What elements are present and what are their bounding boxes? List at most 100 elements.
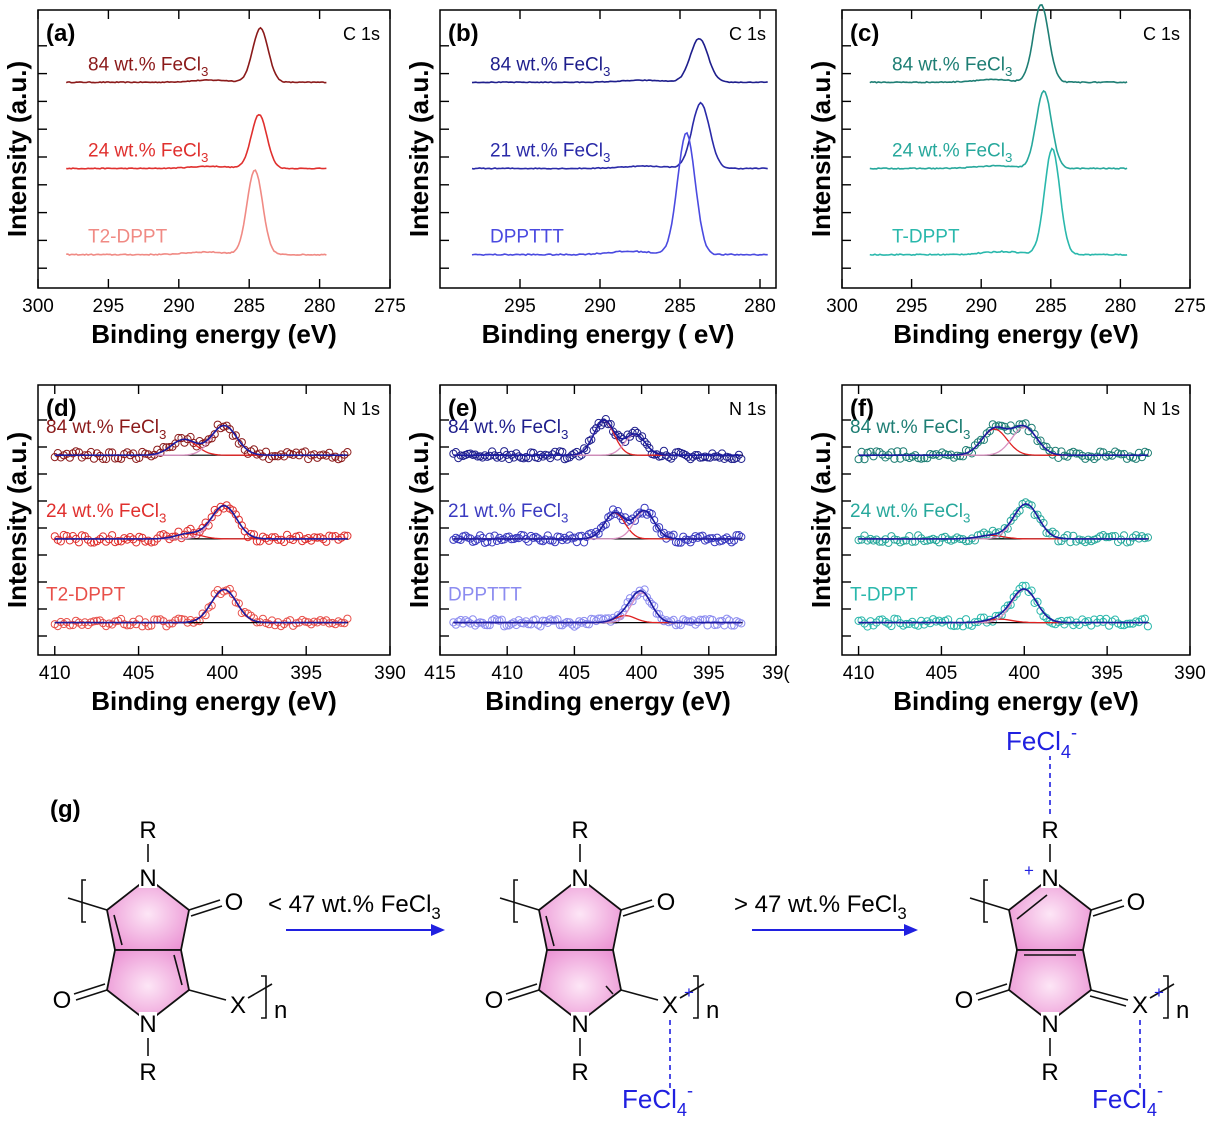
counter-ion-bottom: FeCl4- bbox=[1092, 1080, 1163, 1120]
panel-label: (a) bbox=[46, 20, 75, 47]
data-point bbox=[1117, 450, 1126, 459]
series-label-sub: 3 bbox=[603, 64, 610, 79]
data-point bbox=[168, 619, 177, 628]
data-point bbox=[618, 435, 627, 444]
counter-ion-bottom-sub: 4 bbox=[1147, 1100, 1157, 1120]
x-tick-label: 410 bbox=[491, 663, 523, 684]
chart-panel-4: 415 410 405 400 395 39(Binding energy (eV) Int… bbox=[404, 384, 790, 716]
counter-ion-bottom-main: FeCl bbox=[622, 1084, 677, 1114]
core-level-label: N 1s bbox=[343, 399, 380, 419]
x-tick-label: 400 bbox=[626, 663, 658, 684]
n-mask bbox=[139, 1012, 157, 1034]
nitrogen-top: N bbox=[139, 865, 156, 892]
n-mask bbox=[139, 866, 157, 888]
series-label-sub: 3 bbox=[561, 427, 568, 442]
x-tick-label: 300 bbox=[826, 296, 858, 317]
core-level-label: N 1s bbox=[1143, 399, 1180, 419]
series-0: 84 wt.% FeCl3 bbox=[850, 417, 1153, 464]
data-point bbox=[725, 535, 734, 545]
series-label-sub: 3 bbox=[963, 427, 970, 442]
series-label: 84 wt.% FeCl3 bbox=[88, 54, 208, 79]
data-point bbox=[1033, 436, 1042, 446]
series-1: 24 wt.% FeCl3 bbox=[869, 89, 1128, 170]
series-label: 84 wt.% FeCl3 bbox=[850, 417, 970, 442]
data-point bbox=[1117, 620, 1126, 630]
data-point bbox=[310, 533, 319, 542]
x-tick-label: 390 bbox=[1174, 663, 1206, 684]
series-1: 21 wt.% FeCl3 bbox=[471, 101, 768, 170]
series-label-sub: 3 bbox=[963, 511, 970, 526]
counter-ion-bottom-sub: 4 bbox=[677, 1100, 687, 1120]
data-point bbox=[563, 535, 572, 544]
oxygen-right: O bbox=[657, 889, 676, 916]
y-axis-title: Intensity (a.u.) bbox=[806, 432, 836, 608]
data-point bbox=[642, 593, 652, 602]
core-level-label: C 1s bbox=[343, 24, 380, 44]
arrow-low-doping-label-main: < 47 wt.% FeCl bbox=[268, 891, 431, 918]
counter-ion-top-main: FeCl bbox=[1006, 726, 1061, 756]
data-point bbox=[970, 441, 980, 450]
series-0: 84 wt.% FeCl3 bbox=[65, 26, 327, 84]
data-point bbox=[177, 434, 186, 443]
data-point bbox=[955, 452, 965, 461]
pyrrole-ring-bottom bbox=[106, 949, 190, 1024]
carbonyl-bond bbox=[622, 905, 655, 917]
r-group-top: R bbox=[571, 817, 588, 844]
heteroatom-x: X bbox=[662, 992, 678, 1019]
data-point bbox=[524, 620, 533, 629]
data-point bbox=[1140, 534, 1150, 543]
carbonyl-bond bbox=[507, 989, 540, 1001]
carbonyl-bond bbox=[975, 983, 1008, 995]
carbonyl-bond bbox=[188, 899, 221, 911]
backbone-bond bbox=[969, 897, 1010, 911]
core-level-label: N 1s bbox=[729, 399, 766, 419]
series-label: 21 wt.% FeCl3 bbox=[490, 140, 610, 165]
data-point bbox=[270, 621, 280, 630]
series-label: 84 wt.% FeCl3 bbox=[892, 54, 1012, 79]
fit-envelope bbox=[858, 502, 1148, 540]
data-point bbox=[56, 537, 65, 546]
data-point bbox=[875, 615, 884, 624]
x-tick-label: 390 bbox=[374, 663, 406, 684]
data-point bbox=[592, 527, 601, 537]
data-point bbox=[92, 616, 102, 626]
series-0: 84 wt.% FeCl3 bbox=[471, 37, 768, 84]
data-point bbox=[555, 621, 565, 630]
repeat-n: n bbox=[706, 997, 719, 1024]
y-axis-title: Intensity (a.u.) bbox=[404, 432, 434, 608]
series-label: 84 wt.% FeCl3 bbox=[448, 417, 568, 442]
data-point bbox=[664, 453, 673, 462]
series-label: 84 wt.% FeCl3 bbox=[490, 54, 610, 79]
backbone-bond bbox=[679, 983, 705, 999]
pyrrole-ring-bottom bbox=[1008, 949, 1092, 1024]
data-point bbox=[616, 432, 625, 441]
series-0: 84 wt.% FeCl3 bbox=[869, 4, 1128, 84]
oxygen-left: O bbox=[955, 987, 974, 1014]
backbone-bond bbox=[188, 989, 227, 1001]
data-point bbox=[1033, 597, 1042, 607]
panel-label: (f) bbox=[850, 395, 874, 422]
data-point bbox=[548, 616, 557, 625]
series-label: DPPTTT bbox=[448, 585, 522, 606]
bracket-left bbox=[81, 879, 86, 923]
nitrogen-bottom: N bbox=[139, 1011, 156, 1038]
data-point bbox=[604, 513, 613, 522]
data-point bbox=[914, 531, 923, 540]
x-tick-label: 295 bbox=[896, 296, 928, 317]
data-point bbox=[207, 513, 216, 522]
series-line bbox=[869, 4, 1128, 84]
data-point bbox=[645, 597, 654, 606]
y-axis-title: Intensity (a.u.) bbox=[2, 432, 32, 608]
data-point bbox=[722, 533, 731, 542]
series-label: 84 wt.% FeCl3 bbox=[46, 417, 166, 442]
series-label: 24 wt.% FeCl3 bbox=[88, 140, 208, 165]
series-label-main: 84 wt.% FeCl bbox=[490, 54, 603, 75]
series-line bbox=[66, 169, 327, 256]
double-bond bbox=[1016, 894, 1048, 920]
series-label-sub: 3 bbox=[201, 150, 208, 165]
series-label: 24 wt.% FeCl3 bbox=[892, 140, 1012, 165]
series-label-main: 84 wt.% FeCl bbox=[448, 417, 561, 438]
data-point bbox=[592, 424, 601, 433]
plot-frame bbox=[841, 384, 1191, 656]
x-tick-label: 290 bbox=[584, 296, 616, 317]
